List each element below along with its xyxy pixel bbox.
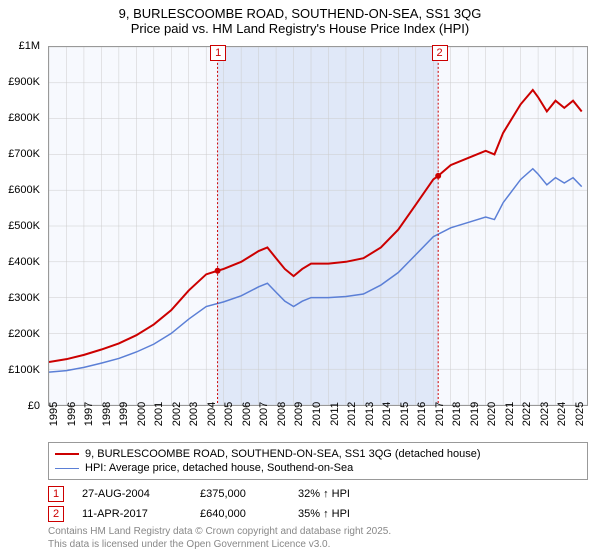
y-tick-label: £600K bbox=[8, 184, 40, 196]
x-tick-label: 2013 bbox=[364, 402, 376, 426]
legend-label: HPI: Average price, detached house, Sout… bbox=[85, 462, 353, 474]
y-tick-label: £900K bbox=[8, 76, 40, 88]
x-tick-label: 2001 bbox=[153, 402, 165, 426]
x-tick-label: 2016 bbox=[416, 402, 428, 426]
y-tick-label: £0 bbox=[28, 400, 40, 412]
legend-label: 9, BURLESCOOMBE ROAD, SOUTHEND-ON-SEA, S… bbox=[85, 448, 481, 460]
x-tick-label: 2011 bbox=[329, 402, 341, 426]
x-tick-label: 2017 bbox=[434, 402, 446, 426]
y-tick-label: £1M bbox=[19, 40, 40, 52]
footer-attribution: Contains HM Land Registry data © Crown c… bbox=[48, 526, 588, 551]
y-tick-label: £200K bbox=[8, 328, 40, 340]
x-axis-labels: 1995199619971998199920002001200220032004… bbox=[48, 410, 588, 438]
y-tick-label: £800K bbox=[8, 112, 40, 124]
marker-price: £640,000 bbox=[200, 508, 280, 520]
title-line1: 9, BURLESCOOMBE ROAD, SOUTHEND-ON-SEA, S… bbox=[0, 6, 600, 21]
x-tick-label: 2006 bbox=[241, 402, 253, 426]
y-tick-label: £700K bbox=[8, 148, 40, 160]
footer-line1: Contains HM Land Registry data © Crown c… bbox=[48, 526, 588, 539]
plot-svg bbox=[49, 47, 587, 405]
x-tick-label: 2003 bbox=[188, 402, 200, 426]
x-tick-label: 2014 bbox=[381, 402, 393, 426]
x-tick-label: 1999 bbox=[118, 402, 130, 426]
x-tick-label: 2021 bbox=[504, 402, 516, 426]
marker-date: 27-AUG-2004 bbox=[82, 488, 182, 500]
marker-data-table: 1 27-AUG-2004 £375,000 32% ↑ HPI 2 11-AP… bbox=[48, 484, 588, 524]
x-tick-label: 2022 bbox=[521, 402, 533, 426]
x-tick-label: 2004 bbox=[206, 402, 218, 426]
marker-row-1: 1 27-AUG-2004 £375,000 32% ↑ HPI bbox=[48, 484, 588, 504]
title-line2: Price paid vs. HM Land Registry's House … bbox=[0, 21, 600, 36]
x-tick-label: 1996 bbox=[66, 402, 78, 426]
x-tick-label: 1997 bbox=[83, 402, 95, 426]
x-tick-label: 2012 bbox=[346, 402, 358, 426]
y-axis-labels: £0£100K£200K£300K£400K£500K£600K£700K£80… bbox=[0, 46, 44, 406]
x-tick-label: 2005 bbox=[223, 402, 235, 426]
x-tick-label: 1995 bbox=[48, 402, 60, 426]
x-tick-label: 2010 bbox=[311, 402, 323, 426]
plot-area: 12 bbox=[48, 46, 588, 406]
footer-line2: This data is licensed under the Open Gov… bbox=[48, 539, 588, 552]
x-tick-label: 2018 bbox=[451, 402, 463, 426]
marker-delta: 35% ↑ HPI bbox=[298, 508, 398, 520]
marker-price: £375,000 bbox=[200, 488, 280, 500]
y-tick-label: £500K bbox=[8, 220, 40, 232]
x-tick-label: 2025 bbox=[574, 402, 586, 426]
marker-delta: 32% ↑ HPI bbox=[298, 488, 398, 500]
chart-title: 9, BURLESCOOMBE ROAD, SOUTHEND-ON-SEA, S… bbox=[0, 0, 600, 40]
x-tick-label: 2024 bbox=[556, 402, 568, 426]
marker-badge-icon: 2 bbox=[48, 506, 64, 522]
x-tick-label: 2002 bbox=[171, 402, 183, 426]
marker-badge-icon: 1 bbox=[48, 486, 64, 502]
legend: 9, BURLESCOOMBE ROAD, SOUTHEND-ON-SEA, S… bbox=[48, 442, 588, 480]
y-tick-label: £300K bbox=[8, 292, 40, 304]
x-tick-label: 2015 bbox=[399, 402, 411, 426]
chart-container: 9, BURLESCOOMBE ROAD, SOUTHEND-ON-SEA, S… bbox=[0, 0, 600, 560]
legend-swatch-icon bbox=[55, 453, 79, 455]
x-tick-label: 1998 bbox=[101, 402, 113, 426]
marker-row-2: 2 11-APR-2017 £640,000 35% ↑ HPI bbox=[48, 504, 588, 524]
x-tick-label: 2019 bbox=[469, 402, 481, 426]
x-tick-label: 2009 bbox=[293, 402, 305, 426]
marker-date: 11-APR-2017 bbox=[82, 508, 182, 520]
x-tick-label: 2023 bbox=[539, 402, 551, 426]
legend-item-price-paid: 9, BURLESCOOMBE ROAD, SOUTHEND-ON-SEA, S… bbox=[55, 447, 581, 461]
chart-marker-badge-1: 1 bbox=[210, 45, 226, 61]
x-tick-label: 2020 bbox=[486, 402, 498, 426]
x-tick-label: 2000 bbox=[136, 402, 148, 426]
chart-marker-badge-2: 2 bbox=[432, 45, 448, 61]
y-tick-label: £100K bbox=[8, 364, 40, 376]
x-tick-label: 2008 bbox=[276, 402, 288, 426]
legend-item-hpi: HPI: Average price, detached house, Sout… bbox=[55, 461, 581, 475]
x-tick-label: 2007 bbox=[258, 402, 270, 426]
legend-swatch-icon bbox=[55, 468, 79, 469]
y-tick-label: £400K bbox=[8, 256, 40, 268]
